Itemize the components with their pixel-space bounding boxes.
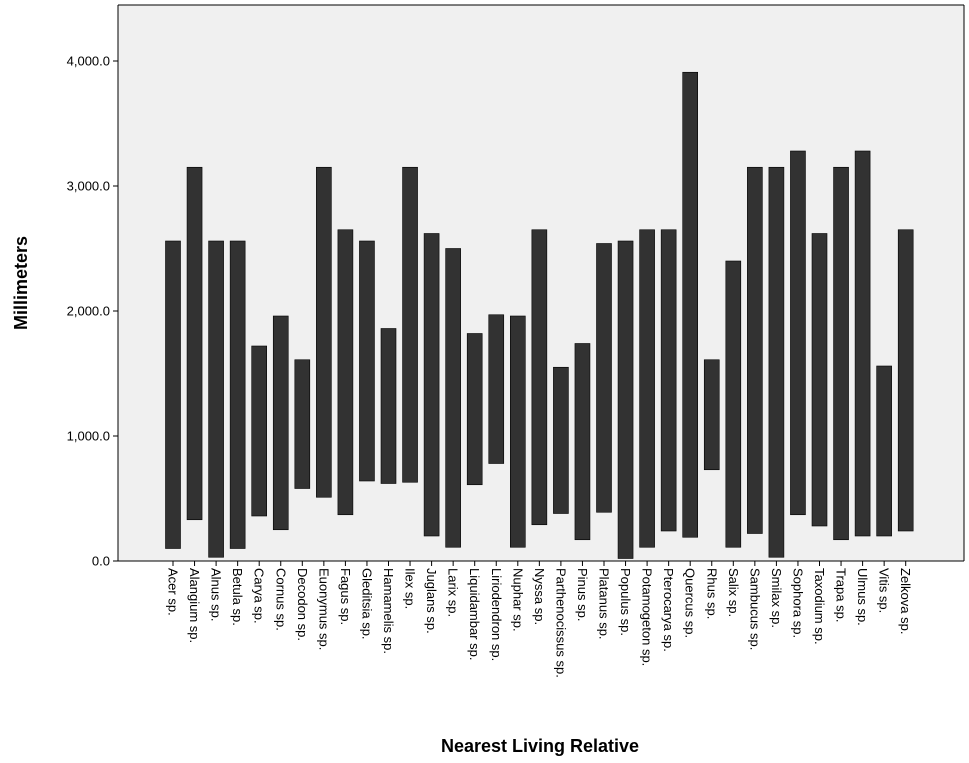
- x-tick-label: Zelkova sp.: [898, 568, 913, 634]
- bar-decodon-sp: [294, 359, 311, 489]
- x-tick-label: Platanus sp.: [597, 568, 612, 640]
- x-tick-label: Populus sp.: [618, 568, 633, 636]
- x-tick-label: Ulmus sp.: [855, 568, 870, 626]
- x-tick-label: Sophora sp.: [790, 568, 805, 638]
- bar-trapa-sp: [833, 166, 849, 541]
- x-tick-label: Trapa sp.: [834, 568, 849, 622]
- bar-sophora-sp: [790, 150, 806, 516]
- bar-carya-sp: [251, 345, 267, 517]
- x-tick-label: Quercus sp.: [683, 568, 698, 638]
- bar-nuphar-sp: [509, 315, 526, 548]
- bar-ulmus-sp: [854, 150, 871, 537]
- bar-larix-sp: [445, 248, 461, 548]
- bar-salix-sp: [725, 260, 742, 548]
- bar-smilax-sp: [768, 166, 785, 558]
- bar-vitis-sp: [876, 365, 892, 537]
- x-tick-label: Cornus sp.: [273, 568, 288, 631]
- x-tick-label: Liquidambar sp.: [467, 568, 482, 661]
- bar-ilex-sp: [402, 166, 418, 483]
- y-axis: 0.0 1,000.0 2,000.0 3,000.0 4,000.0: [67, 54, 118, 569]
- x-tick-label: Juglans sp.: [424, 568, 439, 634]
- bar-liriodendron-sp: [488, 314, 505, 464]
- bar-cornus-sp: [272, 315, 289, 531]
- bars-group: [165, 71, 914, 559]
- bar-pterocarya-sp: [660, 229, 677, 532]
- x-tick-label: Ilex sp.: [403, 568, 418, 609]
- x-tick-label: Betula sp.: [230, 568, 245, 626]
- x-tick-label: Pinus sp.: [575, 568, 590, 621]
- x-tick-label: Hamamelis sp.: [381, 568, 396, 654]
- x-tick-label: Gleditsia sp.: [359, 568, 374, 640]
- x-tick-label: Euonymus sp.: [316, 568, 331, 650]
- x-axis: Acer sp. Alangium sp. Alnus sp. Betula sp. C…: [166, 561, 913, 678]
- bar-pinus-sp: [574, 343, 591, 541]
- x-axis-title: Nearest Living Relative: [441, 736, 639, 756]
- bar-juglans-sp: [423, 233, 440, 537]
- bar-liquidambar-sp: [466, 333, 483, 486]
- y-tick-label: 2,000.0: [67, 304, 110, 319]
- bar-betula-sp: [229, 240, 246, 549]
- bar-platanus-sp: [596, 243, 612, 513]
- x-tick-label: Nyssa sp.: [532, 568, 547, 625]
- bar-taxodium-sp: [811, 233, 828, 527]
- bar-alnus-sp: [208, 240, 224, 558]
- x-tick-label: Rhus sp.: [704, 568, 719, 619]
- x-tick-label: Carya sp.: [252, 568, 267, 624]
- bar-parthenocissus-sp: [553, 366, 569, 514]
- y-tick-label: 3,000.0: [67, 179, 110, 194]
- x-tick-label: Liriodendron sp.: [489, 568, 504, 661]
- bar-nyssa-sp: [531, 229, 548, 526]
- x-tick-label: Alnus sp.: [209, 568, 224, 621]
- x-tick-label: Decodon sp.: [295, 568, 310, 641]
- bar-sambucus-sp: [747, 166, 763, 534]
- bar-gleditsia-sp: [359, 240, 375, 482]
- x-tick-label: Nuphar sp.: [510, 568, 525, 632]
- x-tick-label: Sambucus sp.: [747, 568, 762, 650]
- x-tick-label: Vitis sp.: [877, 568, 892, 613]
- x-tick-label: Parthenocissus sp.: [553, 568, 568, 678]
- x-tick-label: Fagus sp.: [338, 568, 353, 625]
- x-tick-label: Taxodium sp.: [812, 568, 827, 645]
- bar-alangium-sp: [186, 166, 203, 521]
- x-tick-label: Larix sp.: [446, 568, 461, 617]
- y-axis-title: Millimeters: [11, 236, 31, 330]
- bar-zelkova-sp: [897, 229, 914, 532]
- y-tick-label: 1,000.0: [67, 429, 110, 444]
- x-tick-label: Potamogeton sp.: [640, 568, 655, 666]
- bar-fagus-sp: [337, 229, 354, 516]
- bar-potamogeton-sp: [639, 229, 655, 548]
- x-tick-label: Acer sp.: [166, 568, 181, 616]
- bar-rhus-sp: [703, 359, 720, 471]
- bar-quercus-sp: [682, 71, 699, 538]
- y-tick-label: 4,000.0: [67, 54, 110, 69]
- x-tick-label: Alangium sp.: [187, 568, 202, 643]
- bar-populus-sp: [617, 240, 634, 559]
- bar-hamamelis-sp: [380, 328, 397, 484]
- bar-acer-sp: [165, 240, 181, 549]
- x-tick-label: Smilax sp.: [769, 568, 784, 628]
- x-tick-label: Salix sp.: [726, 568, 741, 617]
- y-tick-label: 0.0: [92, 554, 110, 569]
- x-tick-label: Pterocarya sp.: [661, 568, 676, 652]
- bar-euonymus-sp: [316, 166, 332, 498]
